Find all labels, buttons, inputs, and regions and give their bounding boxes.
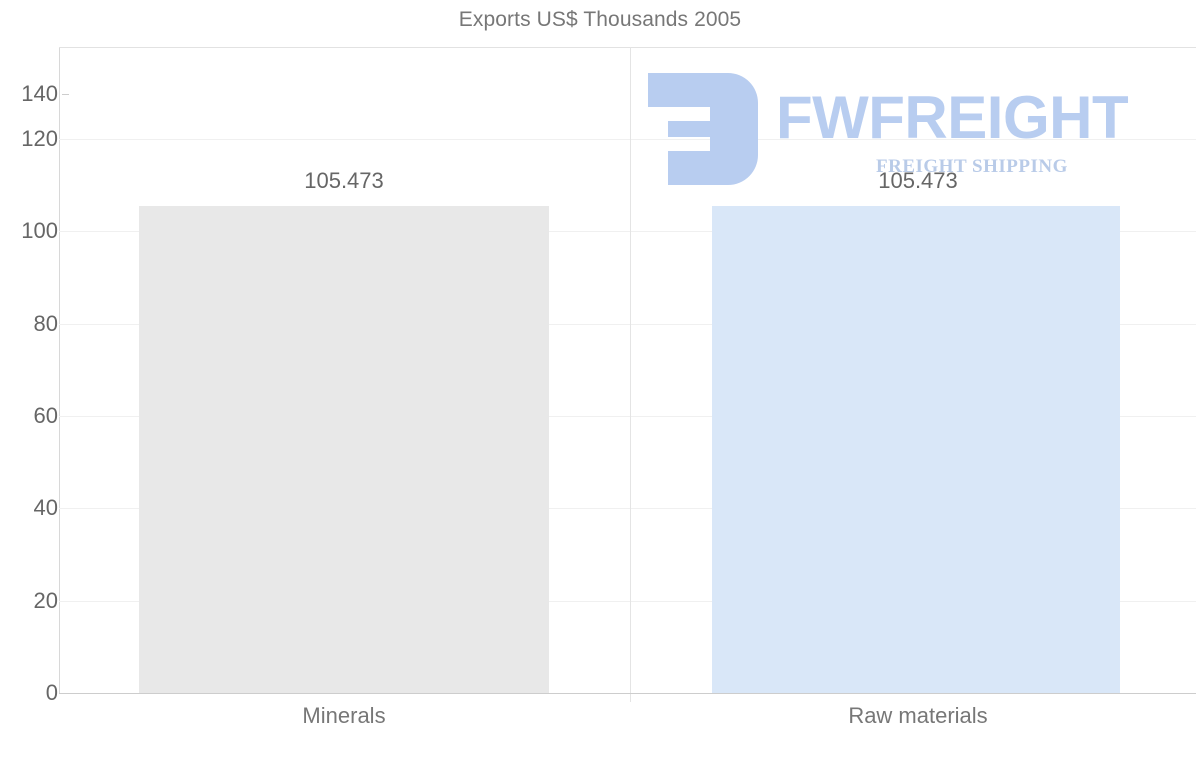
y-axis-tick-label: 20 — [33, 588, 58, 613]
y-axis-tick-label: 100 — [21, 218, 58, 243]
bar-value-label-raw-materials: 105.473 — [878, 168, 958, 194]
category-divider-gridline — [630, 47, 631, 702]
bar-raw-materials[interactable] — [712, 206, 1120, 693]
y-axis-tick-label: 40 — [33, 495, 58, 520]
chart-title: Exports US$ Thousands 2005 — [458, 8, 742, 31]
gridline-40 — [59, 508, 1196, 509]
x-axis-label-minerals: Minerals — [302, 703, 386, 728]
gridline-80 — [59, 324, 1196, 325]
gridline-100 — [59, 231, 1196, 232]
bar-minerals[interactable] — [139, 206, 549, 693]
gridline-120 — [59, 139, 1196, 140]
plot-area — [59, 47, 1196, 693]
y-axis-tick-label: 60 — [33, 403, 58, 428]
gridline-140 — [59, 47, 1196, 48]
gridline-20 — [59, 601, 1196, 602]
y-axis-tick-label: 0 — [45, 680, 58, 705]
y-axis-tick-label: 80 — [33, 311, 58, 336]
y-axis-tick-mark — [62, 94, 69, 95]
x-axis-line — [59, 693, 1196, 694]
y-axis-line — [59, 47, 60, 694]
x-axis-label-raw-materials: Raw materials — [848, 703, 988, 728]
bar-value-label-minerals: 105.473 — [304, 168, 384, 194]
gridline-60 — [59, 416, 1196, 417]
y-axis-tick-label: 140 — [21, 81, 58, 106]
y-axis-tick-label: 120 — [21, 126, 58, 151]
